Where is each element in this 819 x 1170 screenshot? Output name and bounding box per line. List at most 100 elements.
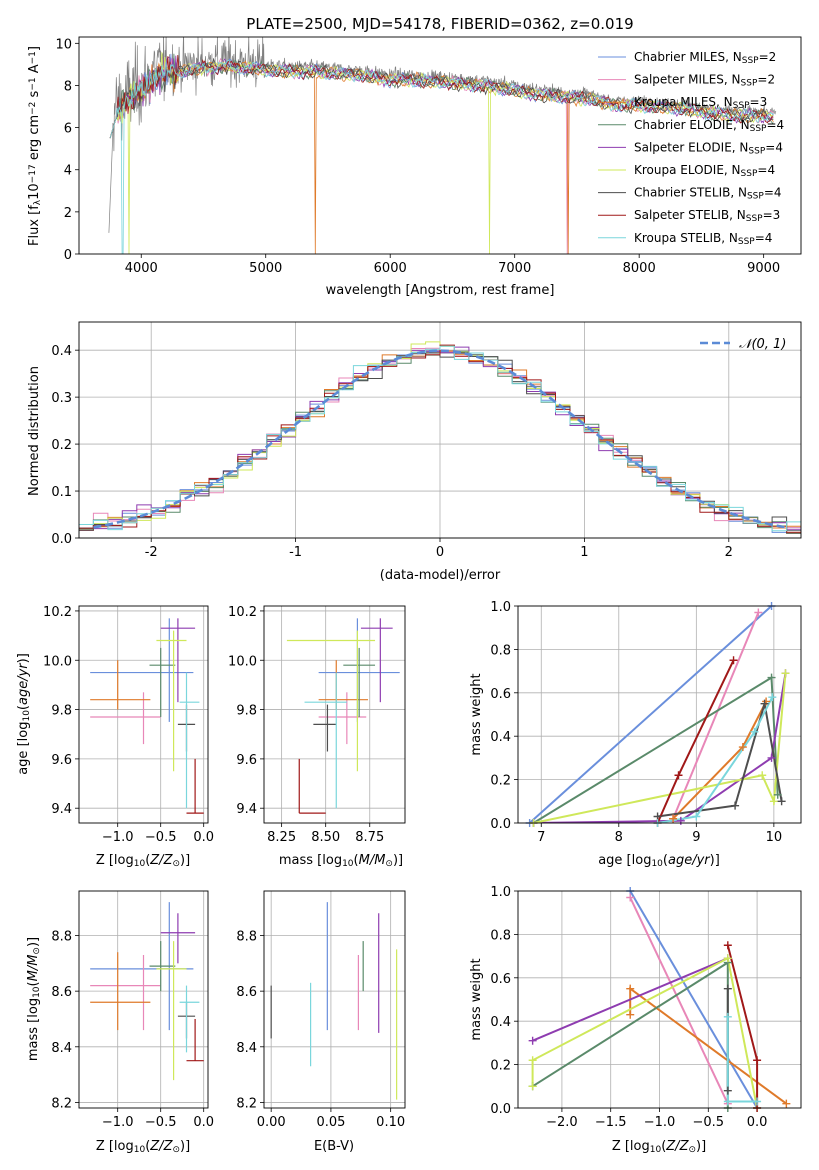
normal-curve <box>93 349 787 529</box>
plus-marker <box>781 669 790 678</box>
x-tick-label: 8 <box>615 830 623 845</box>
label-part: =2 <box>757 73 775 87</box>
y-tick-label: 0.1 <box>51 485 72 500</box>
label-part: =3 <box>750 95 768 109</box>
label-part: erg cm <box>27 115 42 164</box>
plus-marker <box>723 1097 732 1106</box>
label-part: −1 <box>28 51 38 64</box>
x-tick-label: 2 <box>725 545 733 560</box>
plus-marker <box>768 693 777 702</box>
axes-frame <box>263 890 406 1109</box>
label-part: )] <box>393 853 403 868</box>
x-axis-label: (data-model)/error <box>380 568 501 583</box>
x-tick-label: −2.0 <box>546 1115 578 1130</box>
plus-marker <box>738 743 747 752</box>
label-part: SSP <box>741 169 758 179</box>
model-spectrum-line <box>109 55 774 139</box>
label-part: 10 <box>27 183 42 200</box>
label-part: −2 <box>28 102 38 115</box>
label-part: age/yr <box>668 853 711 868</box>
x-axis-label: age [log10(age/yr)] <box>598 853 720 869</box>
plus-marker <box>760 699 769 708</box>
x-tick-label: -1 <box>289 545 302 560</box>
y-tick-label: 0.6 <box>490 687 511 702</box>
y-tick-label: 1.0 <box>490 885 511 900</box>
chart-mass_vs_EBV: 0.00 0.05 0.10 8.2 8.4 8.6 8.8 E(B-V) <box>236 890 406 1154</box>
x-tick-label: 1 <box>580 545 588 560</box>
y-tick-label: 8.4 <box>236 1041 257 1056</box>
y-tick-label: 2 <box>64 206 72 221</box>
x-tick-label: 0.10 <box>376 1115 405 1130</box>
label-part: 10 <box>22 710 32 722</box>
y-tick-label: 10.2 <box>228 605 257 620</box>
label-part: SSP <box>748 147 765 157</box>
label-part: Z/Z <box>149 853 173 868</box>
label-part: −17 <box>28 164 38 183</box>
chart-mw_vs_age: 7 8 9 10 0.0 0.2 0.4 0.6 0.8 1.0 mass weight age [l… <box>469 600 802 869</box>
mass-weight-line <box>533 673 787 823</box>
label-part: SSP <box>747 192 764 202</box>
label-part: )] <box>180 853 190 868</box>
label-part: Kroupa ELODIE, N <box>634 163 741 177</box>
axes-frame <box>78 321 802 539</box>
histogram-step-line <box>79 345 801 534</box>
plus-marker <box>723 984 732 993</box>
label-part: )] <box>26 937 41 947</box>
plus-marker <box>777 797 786 806</box>
label-part: =4 <box>766 118 784 132</box>
label-part: )] <box>710 853 720 868</box>
legend-entry: Salpeter MILES, NSSP=2 <box>634 73 775 89</box>
x-tick-label: 0.0 <box>193 830 214 845</box>
label-part: −1 <box>28 77 38 90</box>
label-part: ( <box>26 981 41 986</box>
label-part: SSP <box>750 124 767 134</box>
label-part: ⊙ <box>172 859 180 869</box>
plot-area <box>270 902 398 1100</box>
y-tick-label: 0.0 <box>51 532 72 547</box>
legend-entry: Kroupa MILES, NSSP=3 <box>634 95 767 111</box>
label-part: ( <box>354 853 359 868</box>
x-tick-label: 8.75 <box>355 830 384 845</box>
label-part: ( <box>663 853 668 868</box>
x-tick-label: 8.50 <box>311 830 340 845</box>
label-part: Salpeter ELODIE, N <box>634 140 748 154</box>
plus-marker <box>528 1056 537 1065</box>
legend-entry: Salpeter ELODIE, NSSP=4 <box>634 140 783 156</box>
label-part: Kroupa MILES, N <box>634 95 733 109</box>
plus-marker <box>767 673 776 682</box>
y-tick-label: 8.8 <box>51 930 72 945</box>
plus-marker <box>723 1012 732 1021</box>
y-axis-label: Normed distribution <box>27 366 42 496</box>
x-tick-label: 8000 <box>623 261 656 276</box>
plot-area <box>90 618 204 814</box>
chart-age_vs_Z: −1.0 −0.5 0.09.49.69.810.010.2Z [log10(Z/Z… <box>16 605 214 869</box>
label-part: Salpeter MILES, N <box>634 73 741 87</box>
chart-residuals: -2 -1 0 1 2 0.0 0.1 0.2 0.3 0.4 (data-model)/error… <box>27 321 802 583</box>
x-axis-label: mass [log10(M/M⊙)] <box>279 853 403 869</box>
label-part: 10 <box>32 986 42 998</box>
label-part: )] <box>696 1139 706 1154</box>
y-tick-label: 0.8 <box>490 643 511 658</box>
plus-marker <box>753 1056 762 1065</box>
y-tick-label: 9.8 <box>236 704 257 719</box>
label-part: mass [log <box>26 998 41 1061</box>
model-spectrum-line <box>109 59 774 254</box>
label-part: age [log <box>16 722 31 775</box>
x-tick-label: −1.0 <box>644 1115 676 1130</box>
x-axis-label: E(B-V) <box>314 1139 354 1154</box>
y-axis-label: mass weight <box>469 673 484 755</box>
label-part: Chabrier ELODIE, N <box>634 118 750 132</box>
label-part: =4 <box>757 163 775 177</box>
mass-weight-line <box>528 606 773 823</box>
label-part: 10 <box>342 859 354 869</box>
plus-marker <box>750 727 759 736</box>
y-tick-label: 10.0 <box>43 654 72 669</box>
legend-entry: Kroupa ELODIE, NSSP=4 <box>634 163 775 179</box>
y-tick-label: 4 <box>64 164 72 179</box>
y-tick-label: 9.8 <box>51 704 72 719</box>
y-tick-label: 0.2 <box>490 1059 511 1074</box>
x-tick-label: -2 <box>145 545 158 560</box>
plus-marker <box>731 801 740 810</box>
x-tick-label: −0.5 <box>693 1115 725 1130</box>
